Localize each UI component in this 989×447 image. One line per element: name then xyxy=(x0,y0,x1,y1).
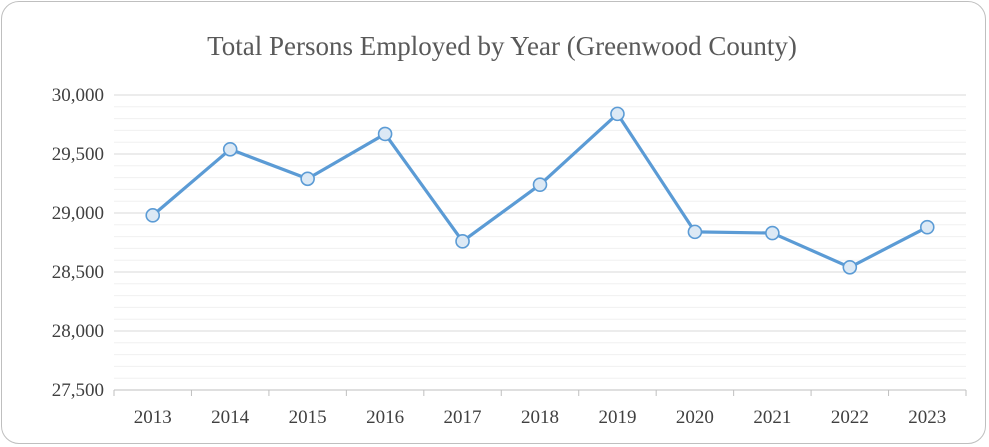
x-tick-label: 2022 xyxy=(831,407,869,428)
x-tick-label: 2018 xyxy=(521,407,559,428)
chart-title: Total Persons Employed by Year (Greenwoo… xyxy=(207,31,797,61)
data-series xyxy=(145,106,935,275)
x-tick-label: 2020 xyxy=(676,407,714,428)
y-tick-label: 27,500 xyxy=(52,380,104,401)
data-point-marker xyxy=(145,208,161,223)
x-tick-label: 2015 xyxy=(289,407,327,428)
data-point-marker xyxy=(532,177,548,192)
y-tick-label: 29,000 xyxy=(52,203,104,224)
data-point-marker xyxy=(222,141,238,157)
y-tick-label: 28,500 xyxy=(52,262,104,283)
data-point-marker xyxy=(765,225,780,241)
data-point-marker xyxy=(377,126,393,142)
x-tick-label: 2013 xyxy=(134,407,172,428)
data-point-marker xyxy=(300,171,315,187)
y-axis-tick-labels: 27,500 28,000 28,500 29,000 29,500 30,000 xyxy=(52,85,104,401)
y-tick-label: 29,500 xyxy=(52,144,104,165)
x-tick-label: 2014 xyxy=(211,407,250,428)
data-point-marker xyxy=(919,219,935,235)
data-point-marker xyxy=(455,234,470,249)
major-gridlines xyxy=(114,94,966,332)
data-point-marker xyxy=(687,224,703,240)
x-tick-label: 2017 xyxy=(444,407,482,428)
x-tick-label: 2016 xyxy=(366,407,404,428)
x-axis-tick-labels: 2013 2014 2015 2016 2017 2018 2019 2020 2021 2022… xyxy=(134,407,947,428)
x-tick-label: 2023 xyxy=(908,407,946,428)
x-tick-label: 2021 xyxy=(753,407,791,428)
axes xyxy=(113,389,967,396)
data-point-marker xyxy=(610,106,625,122)
data-point-marker xyxy=(842,259,858,275)
y-tick-label: 28,000 xyxy=(52,321,104,342)
minor-gridlines xyxy=(114,106,966,379)
y-tick-label: 30,000 xyxy=(52,85,104,106)
x-tick-label: 2019 xyxy=(598,407,636,428)
